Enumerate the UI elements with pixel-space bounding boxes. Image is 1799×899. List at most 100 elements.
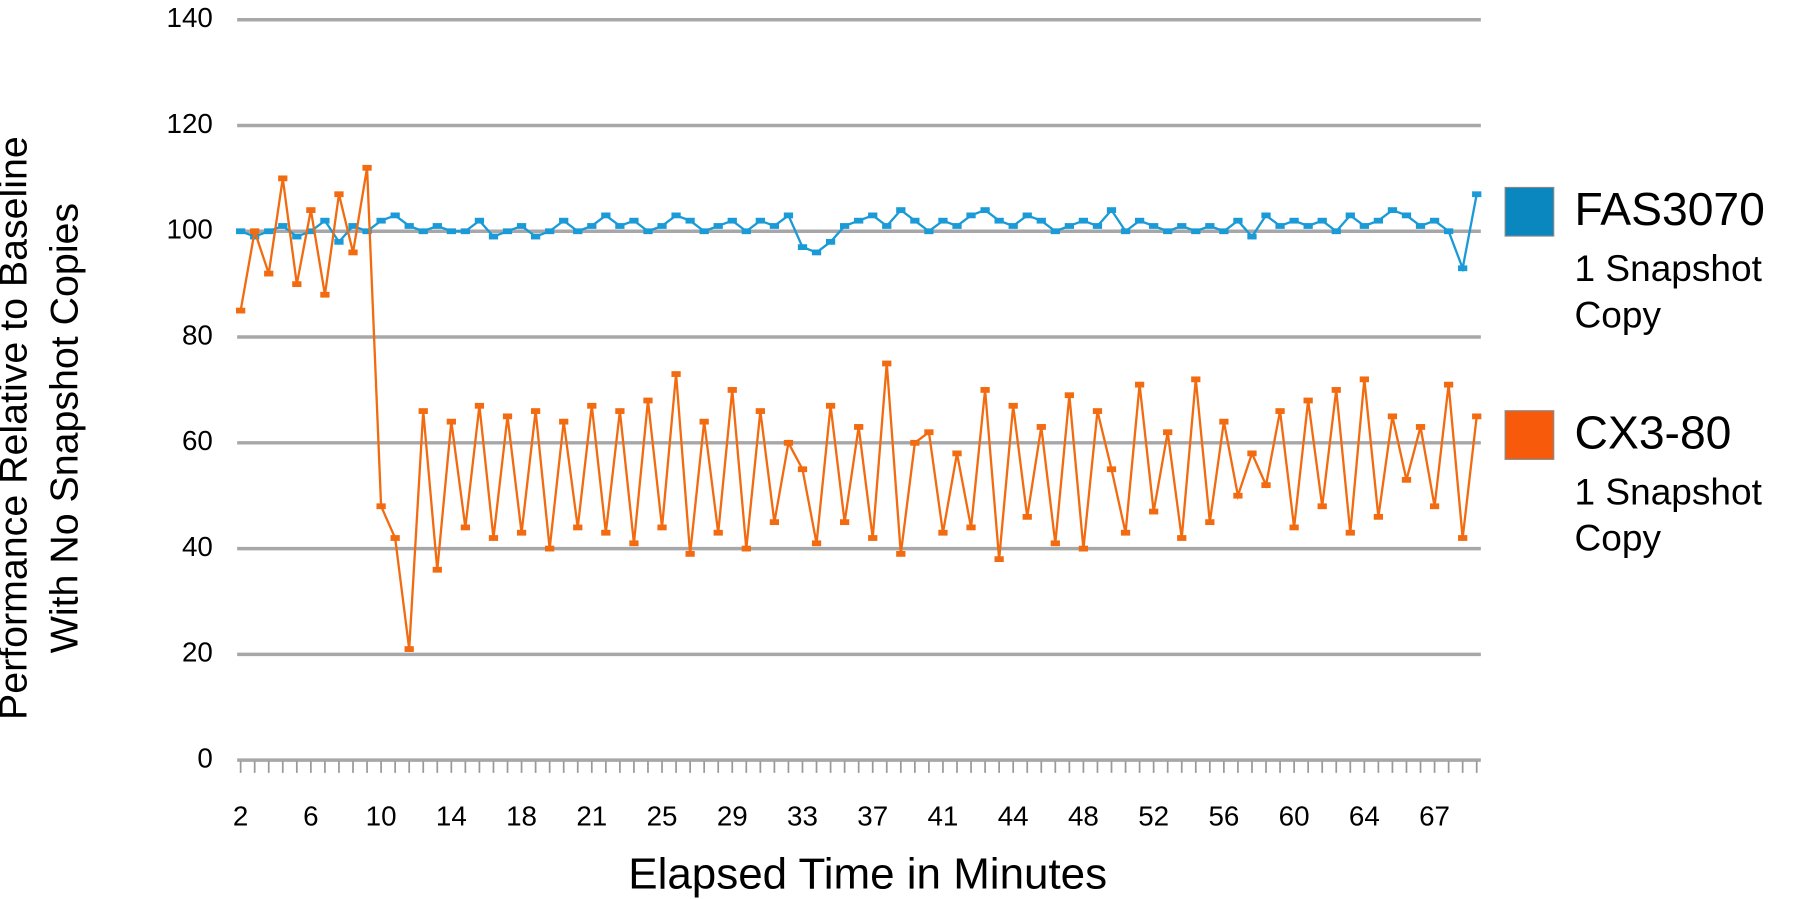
x-tick-label: 60 [1279, 800, 1310, 831]
point [1387, 207, 1398, 213]
point [278, 223, 288, 229]
point [362, 164, 372, 171]
legend-swatch [1504, 186, 1555, 237]
point [854, 424, 864, 430]
point [1472, 191, 1482, 198]
point [980, 387, 990, 393]
point [727, 217, 737, 224]
y-tick-label: 140 [167, 2, 213, 33]
point [1415, 424, 1426, 430]
point [1289, 217, 1299, 224]
point [1331, 387, 1341, 393]
point [1177, 535, 1187, 541]
point [629, 217, 639, 224]
point [418, 408, 428, 414]
point [320, 291, 330, 298]
point [1443, 228, 1454, 235]
point [882, 223, 892, 229]
x-tick-label: 64 [1349, 800, 1380, 831]
point [657, 223, 667, 229]
point [530, 408, 541, 414]
point [573, 228, 583, 235]
point [390, 212, 400, 219]
point [446, 228, 456, 235]
point [1050, 228, 1060, 235]
point [446, 418, 456, 425]
x-tick-label: 25 [647, 800, 678, 831]
point [615, 223, 625, 229]
point [573, 524, 583, 531]
point [840, 223, 850, 229]
point [769, 223, 780, 229]
point [924, 228, 934, 235]
point [1177, 223, 1187, 229]
point [952, 450, 962, 457]
y-tick-label: 120 [167, 108, 213, 139]
point [1275, 223, 1285, 229]
point [1458, 265, 1468, 272]
point [1331, 228, 1341, 235]
point [348, 249, 358, 256]
point [516, 223, 527, 229]
legend-note-box: 1 Snapshot Copy [1574, 247, 1762, 336]
point [1247, 450, 1257, 457]
point [896, 550, 906, 557]
point [924, 429, 934, 436]
point [601, 529, 611, 536]
point [741, 545, 751, 552]
point [1373, 513, 1384, 520]
point [587, 223, 597, 229]
point [980, 207, 990, 213]
x-tick-label: 33 [787, 800, 818, 831]
point [1359, 376, 1369, 383]
point [1205, 223, 1215, 229]
point [530, 233, 541, 240]
point [643, 228, 653, 235]
point [1345, 529, 1355, 536]
point [1261, 212, 1271, 219]
point [474, 217, 485, 224]
point [1317, 217, 1327, 224]
point [1092, 223, 1103, 229]
point [236, 228, 246, 235]
point [1106, 466, 1117, 473]
point [1163, 228, 1173, 235]
point [755, 217, 765, 224]
point [545, 228, 555, 235]
point [1205, 519, 1215, 526]
point [1008, 223, 1018, 229]
y-axis-title: Performance Relative to Baseline With No… [0, 136, 87, 720]
point [1219, 418, 1229, 425]
x-axis-title: Elapsed Time in Minutes [628, 850, 1107, 899]
x-tick-label: 52 [1138, 800, 1169, 831]
x-tick-label: 48 [1068, 800, 1099, 831]
point [1106, 207, 1117, 213]
point [994, 217, 1004, 224]
point [825, 238, 836, 245]
point [264, 270, 274, 277]
point [587, 402, 597, 409]
point [769, 519, 780, 526]
point [685, 217, 695, 224]
point [825, 402, 836, 409]
x-tick-label: 21 [576, 800, 607, 831]
point [910, 439, 920, 446]
point [1078, 217, 1089, 224]
point [306, 207, 316, 213]
x-tick-label: 10 [366, 800, 397, 831]
point [236, 307, 246, 314]
point [966, 524, 976, 531]
point [1443, 381, 1454, 388]
point [1429, 217, 1440, 224]
point [1050, 540, 1060, 547]
legend-note: 1 Snapshot Copy [1574, 247, 1762, 336]
point [1191, 228, 1201, 235]
point [1092, 408, 1103, 414]
point [1022, 513, 1032, 520]
point [278, 175, 288, 182]
point [1120, 529, 1131, 536]
point [699, 418, 709, 425]
point [783, 212, 794, 219]
point [1401, 212, 1412, 219]
